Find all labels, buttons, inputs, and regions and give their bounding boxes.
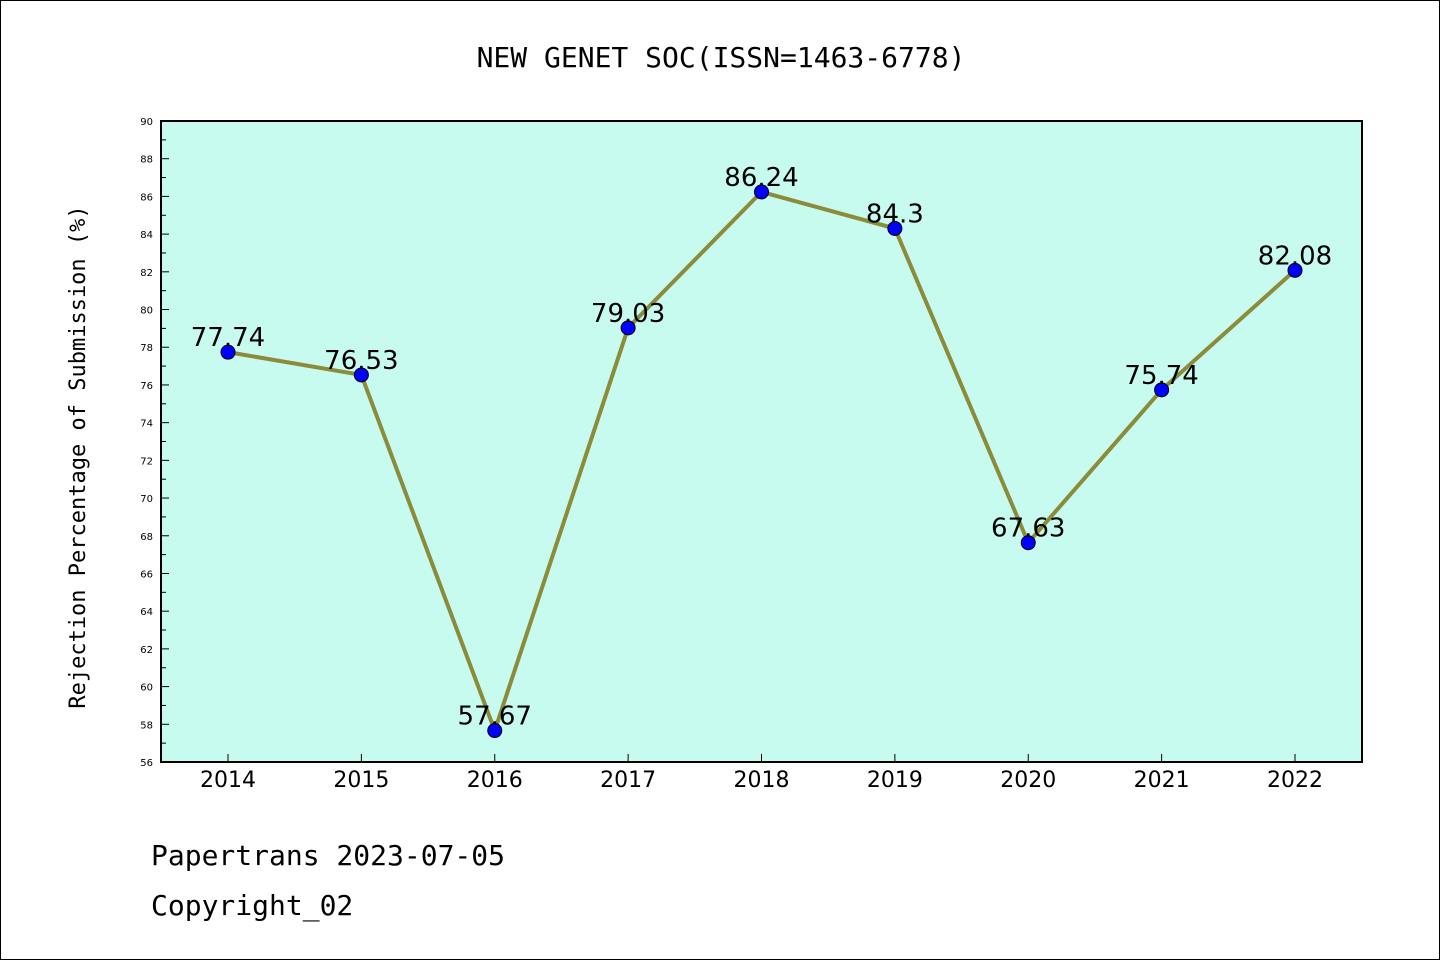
data-point bbox=[620, 320, 636, 336]
y-axis-label: Rejection Percentage of Submission (%) bbox=[66, 205, 91, 708]
y-tick-label: 72 bbox=[140, 456, 153, 467]
y-tick-label: 66 bbox=[140, 569, 153, 580]
y-tick-label: 78 bbox=[140, 343, 153, 354]
data-label: 76.53 bbox=[324, 346, 398, 376]
data-point bbox=[1154, 382, 1170, 398]
x-tick-label: 2018 bbox=[734, 768, 790, 793]
data-point bbox=[887, 220, 903, 236]
series-rejection bbox=[220, 184, 1303, 739]
y-tick-label: 62 bbox=[140, 645, 153, 656]
data-point bbox=[1020, 535, 1036, 551]
x-tick-label: 2014 bbox=[200, 768, 256, 793]
x-tick-label: 2017 bbox=[600, 768, 656, 793]
data-label: 75.74 bbox=[1124, 361, 1198, 391]
data-label: 77.74 bbox=[191, 323, 265, 353]
y-tick-label: 64 bbox=[140, 607, 153, 618]
y-tick-label: 80 bbox=[140, 306, 153, 317]
data-point bbox=[754, 184, 769, 200]
footer-date: Papertrans 2023-07-05 bbox=[151, 839, 505, 872]
y-tick-label: 82 bbox=[140, 268, 153, 279]
y-tick-label: 86 bbox=[140, 192, 153, 203]
data-point bbox=[487, 723, 503, 739]
data-point bbox=[353, 367, 369, 383]
data-point bbox=[1287, 262, 1303, 278]
x-tick-label: 2016 bbox=[467, 768, 523, 793]
y-tick-label: 58 bbox=[140, 720, 153, 731]
plot-area bbox=[160, 120, 1363, 763]
y-tick-label: 76 bbox=[140, 381, 153, 392]
footer-copyright: Copyright_02 bbox=[151, 889, 353, 923]
x-tick-label: 2022 bbox=[1267, 768, 1323, 793]
data-label: 82.08 bbox=[1258, 241, 1332, 271]
y-tick-label: 56 bbox=[140, 758, 153, 769]
y-tick-label: 90 bbox=[140, 117, 153, 128]
y-tick-label: 70 bbox=[140, 494, 153, 505]
y-tick-label: 74 bbox=[140, 419, 153, 430]
x-tick-label: 2015 bbox=[333, 768, 389, 793]
y-tick-label: 84 bbox=[140, 230, 153, 241]
data-point bbox=[220, 344, 236, 360]
data-label: 57.67 bbox=[458, 702, 532, 732]
data-label: 86.24 bbox=[724, 163, 798, 193]
y-tick-label: 60 bbox=[140, 683, 153, 694]
data-label: 79.03 bbox=[591, 299, 665, 329]
chart-title: NEW GENET SOC(ISSN=1463-6778) bbox=[477, 41, 966, 74]
y-tick-label: 68 bbox=[140, 532, 153, 543]
x-tick-label: 2020 bbox=[1000, 768, 1056, 793]
y-axis: 56 58 60 62 64 66 68 70 72 74 76 78 80 82 84 86 88 90 bbox=[140, 117, 169, 769]
data-labels: 77.74 76.53 57.67 79.03 86.24 84.3 67.63 75.74 8… bbox=[191, 163, 1332, 732]
x-tick-label: 2019 bbox=[867, 768, 923, 793]
y-tick-label: 88 bbox=[140, 155, 153, 166]
x-tick-label: 2021 bbox=[1134, 768, 1190, 793]
data-label: 84.3 bbox=[866, 199, 924, 229]
x-axis: 2014 2015 2016 2017 2018 2019 2020 2021 2022 bbox=[200, 754, 1323, 793]
data-label: 67.63 bbox=[991, 514, 1065, 544]
